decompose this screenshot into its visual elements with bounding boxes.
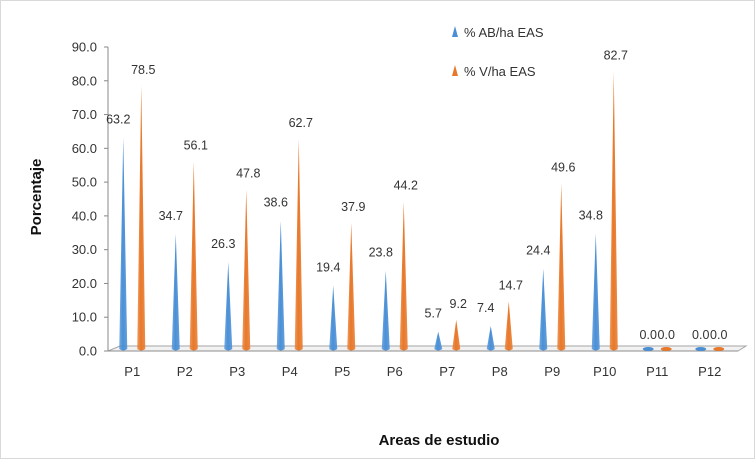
- y-tick-label: 90.0: [72, 40, 97, 55]
- legend-label-ab: % AB/ha EAS: [464, 25, 544, 40]
- data-label-ab: 24.4: [526, 244, 550, 258]
- data-label-ab: 38.6: [264, 196, 288, 210]
- data-label-v: 0.0: [710, 328, 727, 342]
- y-tick-label: 40.0: [72, 208, 97, 223]
- legend-swatch-ab: [452, 26, 458, 37]
- cone-v: [137, 85, 146, 351]
- cone-v: [452, 319, 461, 351]
- data-label-v: 82.7: [604, 49, 628, 63]
- legend-item-v: % V/ha EAS: [452, 64, 536, 79]
- data-label-v: 0.0: [658, 328, 675, 342]
- x-tick-label: P5: [334, 364, 350, 379]
- data-label-ab: 26.3: [211, 237, 235, 251]
- data-label-ab: 0.0: [692, 328, 709, 342]
- data-label-v: 56.1: [184, 139, 208, 153]
- data-label-v: 14.7: [499, 278, 523, 292]
- x-axis-title: Areas de estudio: [379, 432, 500, 449]
- legend: % AB/ha EAS % V/ha EAS: [452, 25, 544, 79]
- data-label-v: 47.8: [236, 167, 260, 181]
- cone-v: [660, 347, 672, 351]
- x-tick-label: P10: [593, 364, 616, 379]
- cone-v: [347, 222, 356, 351]
- y-tick-label: 30.0: [72, 242, 97, 257]
- cone-ab: [381, 270, 390, 351]
- data-label-v: 78.5: [131, 63, 155, 77]
- data-label-ab: 23.8: [369, 246, 393, 260]
- data-label-v: 37.9: [341, 200, 365, 214]
- x-tick-label: P2: [177, 364, 193, 379]
- x-tick-label: P8: [492, 364, 508, 379]
- cone-ab: [329, 285, 338, 351]
- x-tick-label: P11: [646, 364, 668, 379]
- cone-ab: [695, 347, 707, 351]
- cone-ab: [434, 331, 443, 351]
- x-tick-label: P4: [282, 364, 298, 379]
- cone-ab: [591, 233, 600, 351]
- data-label-ab: 0.0: [640, 328, 657, 342]
- y-tick-label: 80.0: [72, 73, 97, 88]
- x-tick-label: P7: [439, 364, 455, 379]
- y-tick-label: 50.0: [72, 175, 97, 190]
- cone-v: [399, 201, 408, 351]
- data-label-v: 9.2: [450, 297, 467, 311]
- cone-v: [189, 161, 198, 351]
- data-label-ab: 34.7: [159, 209, 183, 223]
- x-tick-label: P6: [387, 364, 403, 379]
- cone-ab: [276, 220, 285, 351]
- data-label-ab: 63.2: [106, 113, 130, 127]
- cone-ab: [486, 326, 495, 351]
- labels-layer: P1 P2 P3 P4 P5 P6 P7 P8 P9 P10 P11 P12 63.2 34.7 26.3 3…: [106, 49, 727, 379]
- cone-ab: [224, 262, 233, 351]
- data-label-ab: 34.8: [579, 208, 603, 222]
- x-tick-label: P3: [229, 364, 245, 379]
- x-tick-label: P1: [124, 364, 140, 379]
- data-label-ab: 19.4: [316, 260, 340, 274]
- axes-layer: 0.0 10.0 20.0 30.0 40.0 50.0 60.0 70.0 80.0 90.0: [72, 40, 748, 359]
- cone-v: [557, 183, 566, 351]
- cone-ab: [539, 268, 548, 351]
- y-tick-label: 70.0: [72, 107, 97, 122]
- cone-ab: [642, 347, 654, 351]
- x-tick-label: P12: [698, 364, 721, 379]
- x-tick-label: P9: [544, 364, 560, 379]
- cone-v: [713, 347, 725, 351]
- data-label-v: 44.2: [394, 179, 418, 193]
- legend-item-ab: % AB/ha EAS: [452, 25, 544, 40]
- cone-v: [294, 139, 303, 351]
- data-label-ab: 7.4: [477, 301, 494, 315]
- y-axis-title: Porcentaje: [28, 159, 45, 236]
- cones-layer: [119, 71, 725, 351]
- data-label-v: 49.6: [551, 160, 575, 174]
- legend-label-v: % V/ha EAS: [464, 64, 536, 79]
- cone-ab: [171, 233, 180, 351]
- data-label-ab: 5.7: [425, 307, 442, 321]
- y-tick-label: 60.0: [72, 141, 97, 156]
- cone-v: [504, 301, 513, 351]
- y-tick-label: 20.0: [72, 276, 97, 291]
- cone-v: [242, 189, 251, 351]
- data-label-v: 62.7: [289, 116, 313, 130]
- cone-v: [609, 71, 618, 351]
- y-tick-label: 0.0: [79, 344, 97, 359]
- cone-ab: [119, 137, 128, 351]
- legend-swatch-v: [452, 65, 458, 76]
- y-tick-label: 10.0: [72, 310, 97, 325]
